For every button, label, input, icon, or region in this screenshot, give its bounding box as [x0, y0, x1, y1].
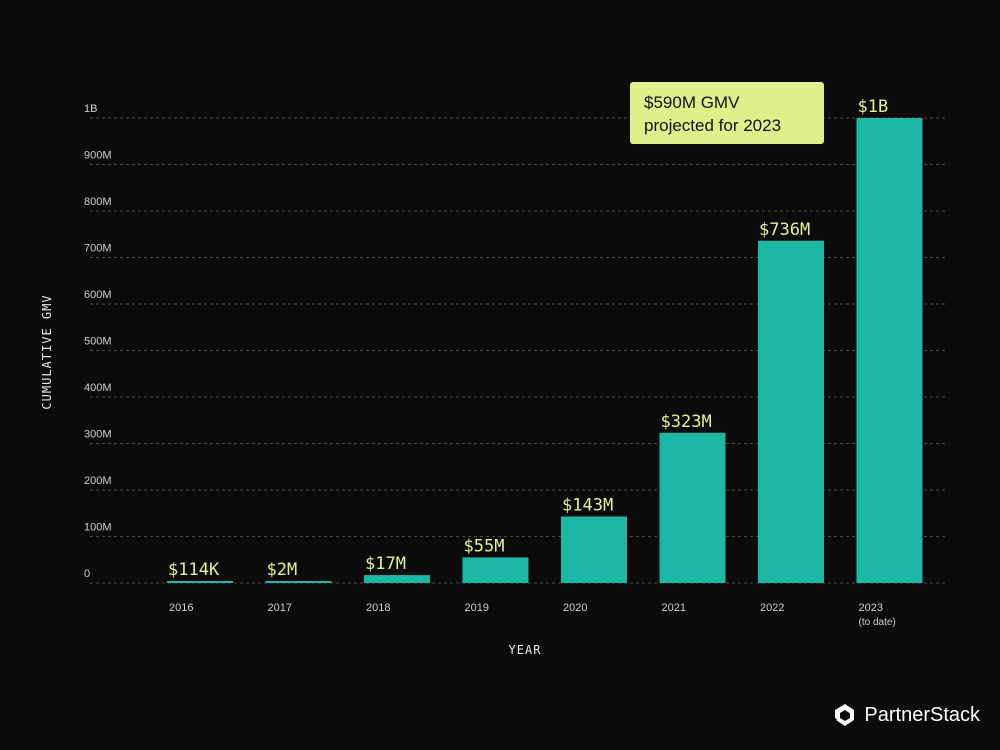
- callout-line-2: projected for 2023: [644, 116, 782, 135]
- data-label: $736M: [759, 220, 810, 240]
- bars: [167, 118, 923, 583]
- y-tick-label: 300M: [84, 429, 112, 441]
- data-label: $143M: [562, 496, 613, 516]
- data-label: $114K: [168, 560, 220, 580]
- bar: [364, 575, 430, 583]
- bar: [561, 516, 627, 583]
- callout-line-1: $590M GMV: [644, 93, 740, 112]
- y-tick-label: 400M: [84, 382, 112, 394]
- data-label: $1B: [858, 97, 889, 117]
- x-tick-label: 2016: [169, 602, 193, 614]
- x-tick-sublabel: (to date): [859, 617, 896, 628]
- bar: [659, 432, 726, 583]
- y-tick-label: 0: [84, 568, 90, 580]
- data-label: $2M: [267, 560, 298, 580]
- x-tick-label: 2017: [268, 602, 292, 614]
- y-tick-label: 100M: [84, 522, 112, 534]
- data-label: $17M: [365, 554, 406, 574]
- data-labels: $114K $2M $17M $55M $143M $323M $736M $1B: [168, 97, 888, 580]
- y-tick-label: 800M: [84, 196, 112, 208]
- projection-callout: $590M GMV projected for 2023: [630, 82, 824, 144]
- brand-name: PartnerStack: [864, 703, 980, 726]
- bar: [167, 581, 233, 583]
- brand-lockup: PartnerStack: [832, 700, 980, 730]
- x-axis-title: YEAR: [509, 643, 542, 657]
- bar: [758, 240, 824, 583]
- y-tick-label: 500M: [84, 336, 112, 348]
- x-tick-label: 2020: [563, 602, 587, 614]
- bar: [462, 557, 529, 583]
- bar: [265, 581, 332, 583]
- y-tick-label: 1B: [84, 103, 97, 115]
- y-tick-label: 200M: [84, 475, 112, 487]
- bar: [856, 118, 923, 583]
- x-tick-label: 2019: [465, 602, 489, 614]
- partnerstack-logo-icon: [835, 704, 855, 726]
- x-tick-label: 2022: [760, 602, 784, 614]
- y-tick-label: 700M: [84, 243, 112, 255]
- y-axis-ticks: 0 100M 200M 300M 400M 500M 600M 700M 800M 900M 1B: [84, 103, 112, 580]
- y-tick-label: 900M: [84, 150, 112, 162]
- y-axis-title: CUMULATIVE GMV: [40, 294, 54, 409]
- y-tick-label: 600M: [84, 289, 112, 301]
- data-label: $55M: [464, 536, 505, 556]
- x-axis-ticks: 2016 2017 2018 2019 2020 2021 2022 2023 (to date…: [169, 602, 896, 628]
- x-tick-label: 2018: [366, 602, 390, 614]
- data-label: $323M: [661, 412, 712, 432]
- x-tick-label: 2021: [662, 602, 686, 614]
- x-tick-label: 2023: [859, 602, 883, 614]
